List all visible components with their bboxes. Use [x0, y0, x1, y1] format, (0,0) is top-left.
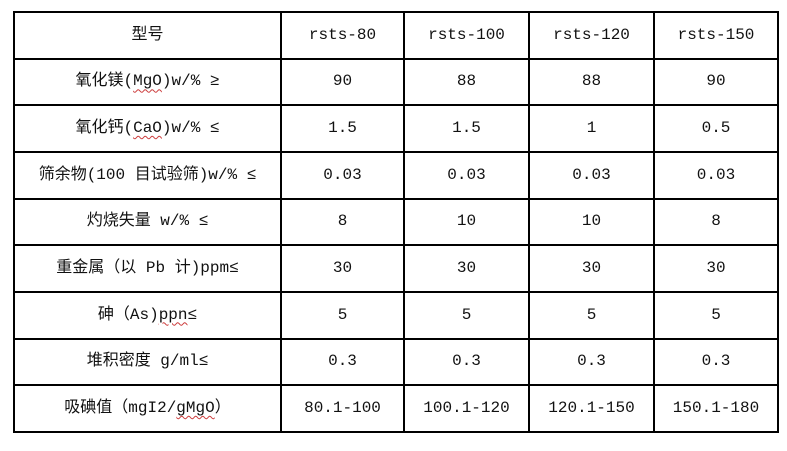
value-cell: 0.5 [653, 104, 779, 153]
row-label: 氧化镁(MgO)w/% ≥ [13, 57, 282, 107]
value-cell: 0.3 [280, 337, 405, 387]
value-cell: 1.5 [403, 104, 530, 153]
value-cell: 0.03 [653, 150, 779, 200]
table-row: 重金属（以 Pb 计)ppm≤ 30 30 30 30 [13, 244, 779, 293]
value-cell: 1.5 [280, 104, 405, 153]
header-model-rsts-100: rsts-100 [403, 11, 530, 60]
value-cell: 120.1-150 [528, 384, 655, 433]
header-row: 型号 rsts-80 rsts-100 rsts-120 rsts-150 [13, 11, 779, 60]
misspelled-text: ppn [158, 305, 188, 324]
value-cell: 30 [403, 244, 530, 293]
value-cell: 10 [403, 197, 530, 247]
value-cell: 0.3 [653, 337, 779, 387]
value-cell: 8 [653, 197, 779, 247]
table-row: 氧化钙(CaO)w/% ≤1.5 1.5 1 0.5 [13, 104, 779, 153]
label-text: 灼烧失量 w/% ≤ [86, 212, 209, 231]
label-text: ） [214, 399, 231, 418]
label-text: )w/% ≤ [161, 119, 220, 138]
value-cell: 0.03 [403, 150, 530, 200]
label-text: ≤ [187, 305, 198, 324]
spec-table: 型号 rsts-80 rsts-100 rsts-120 rsts-150 氧化… [13, 11, 779, 433]
header-model-rsts-150: rsts-150 [653, 11, 779, 60]
label-text: 砷（As) [97, 305, 159, 324]
misspelled-text: gMgO [176, 399, 215, 418]
value-cell: 150.1-180 [653, 384, 779, 433]
value-cell: 0.03 [280, 150, 405, 200]
row-label: 灼烧失量 w/% ≤ [13, 197, 282, 247]
label-text: 吸碘值（mgI2/ [64, 399, 177, 418]
value-cell: 30 [280, 244, 405, 293]
row-label: 堆积密度 g/ml≤ [13, 337, 282, 387]
misspelled-text: MgO [133, 72, 162, 91]
table-row: 筛余物(100 目试验筛)w/% ≤0.03 0.03 0.03 0.03 [13, 150, 779, 200]
value-cell: 5 [403, 290, 530, 340]
value-cell: 90 [653, 57, 779, 107]
value-cell: 0.3 [403, 337, 530, 387]
misspelled-text: CaO [133, 119, 162, 138]
row-label: 砷（As)ppn≤ [13, 290, 282, 340]
row-label: 重金属（以 Pb 计)ppm≤ [13, 244, 282, 293]
label-text: 堆积密度 g/ml≤ [86, 352, 209, 371]
label-text: 筛余物(100 目试验筛)w/% ≤ [38, 165, 257, 184]
value-cell: 8 [280, 197, 405, 247]
value-cell: 0.3 [528, 337, 655, 387]
row-label: 氧化钙(CaO)w/% ≤ [13, 104, 282, 153]
row-label: 吸碘值（mgI2/gMgO） [13, 384, 282, 433]
row-label: 筛余物(100 目试验筛)w/% ≤ [13, 150, 282, 200]
table-row: 砷（As)ppn≤ 5 5 5 5 [13, 290, 779, 340]
value-cell: 5 [280, 290, 405, 340]
value-cell: 90 [280, 57, 405, 107]
label-text: 氧化钙( [75, 119, 134, 138]
label-text: 重金属（以 Pb 计)ppm≤ [56, 259, 239, 278]
value-cell: 88 [528, 57, 655, 107]
value-cell: 5 [528, 290, 655, 340]
value-cell: 10 [528, 197, 655, 247]
table-row: 堆积密度 g/ml≤ 0.3 0.3 0.3 0.3 [13, 337, 779, 387]
label-text: 氧化镁( [75, 72, 134, 91]
table-body: 型号 rsts-80 rsts-100 rsts-120 rsts-150 氧化… [13, 11, 779, 433]
header-model-rsts-120: rsts-120 [528, 11, 655, 60]
value-cell: 0.03 [528, 150, 655, 200]
value-cell: 1 [528, 104, 655, 153]
value-cell: 80.1-100 [280, 384, 405, 433]
table-row: 灼烧失量 w/% ≤8 10 10 8 [13, 197, 779, 247]
header-type-label: 型号 [13, 11, 282, 60]
value-cell: 5 [653, 290, 779, 340]
table-row: 氧化镁(MgO)w/% ≥90 88 88 90 [13, 57, 779, 107]
header-model-rsts-80: rsts-80 [280, 11, 405, 60]
label-text: )w/% ≥ [161, 72, 220, 91]
table-row: 吸碘值（mgI2/gMgO） 80.1-100 100.1-120 120.1-150… [13, 384, 779, 433]
value-cell: 88 [403, 57, 530, 107]
value-cell: 30 [653, 244, 779, 293]
value-cell: 30 [528, 244, 655, 293]
value-cell: 100.1-120 [403, 384, 530, 433]
